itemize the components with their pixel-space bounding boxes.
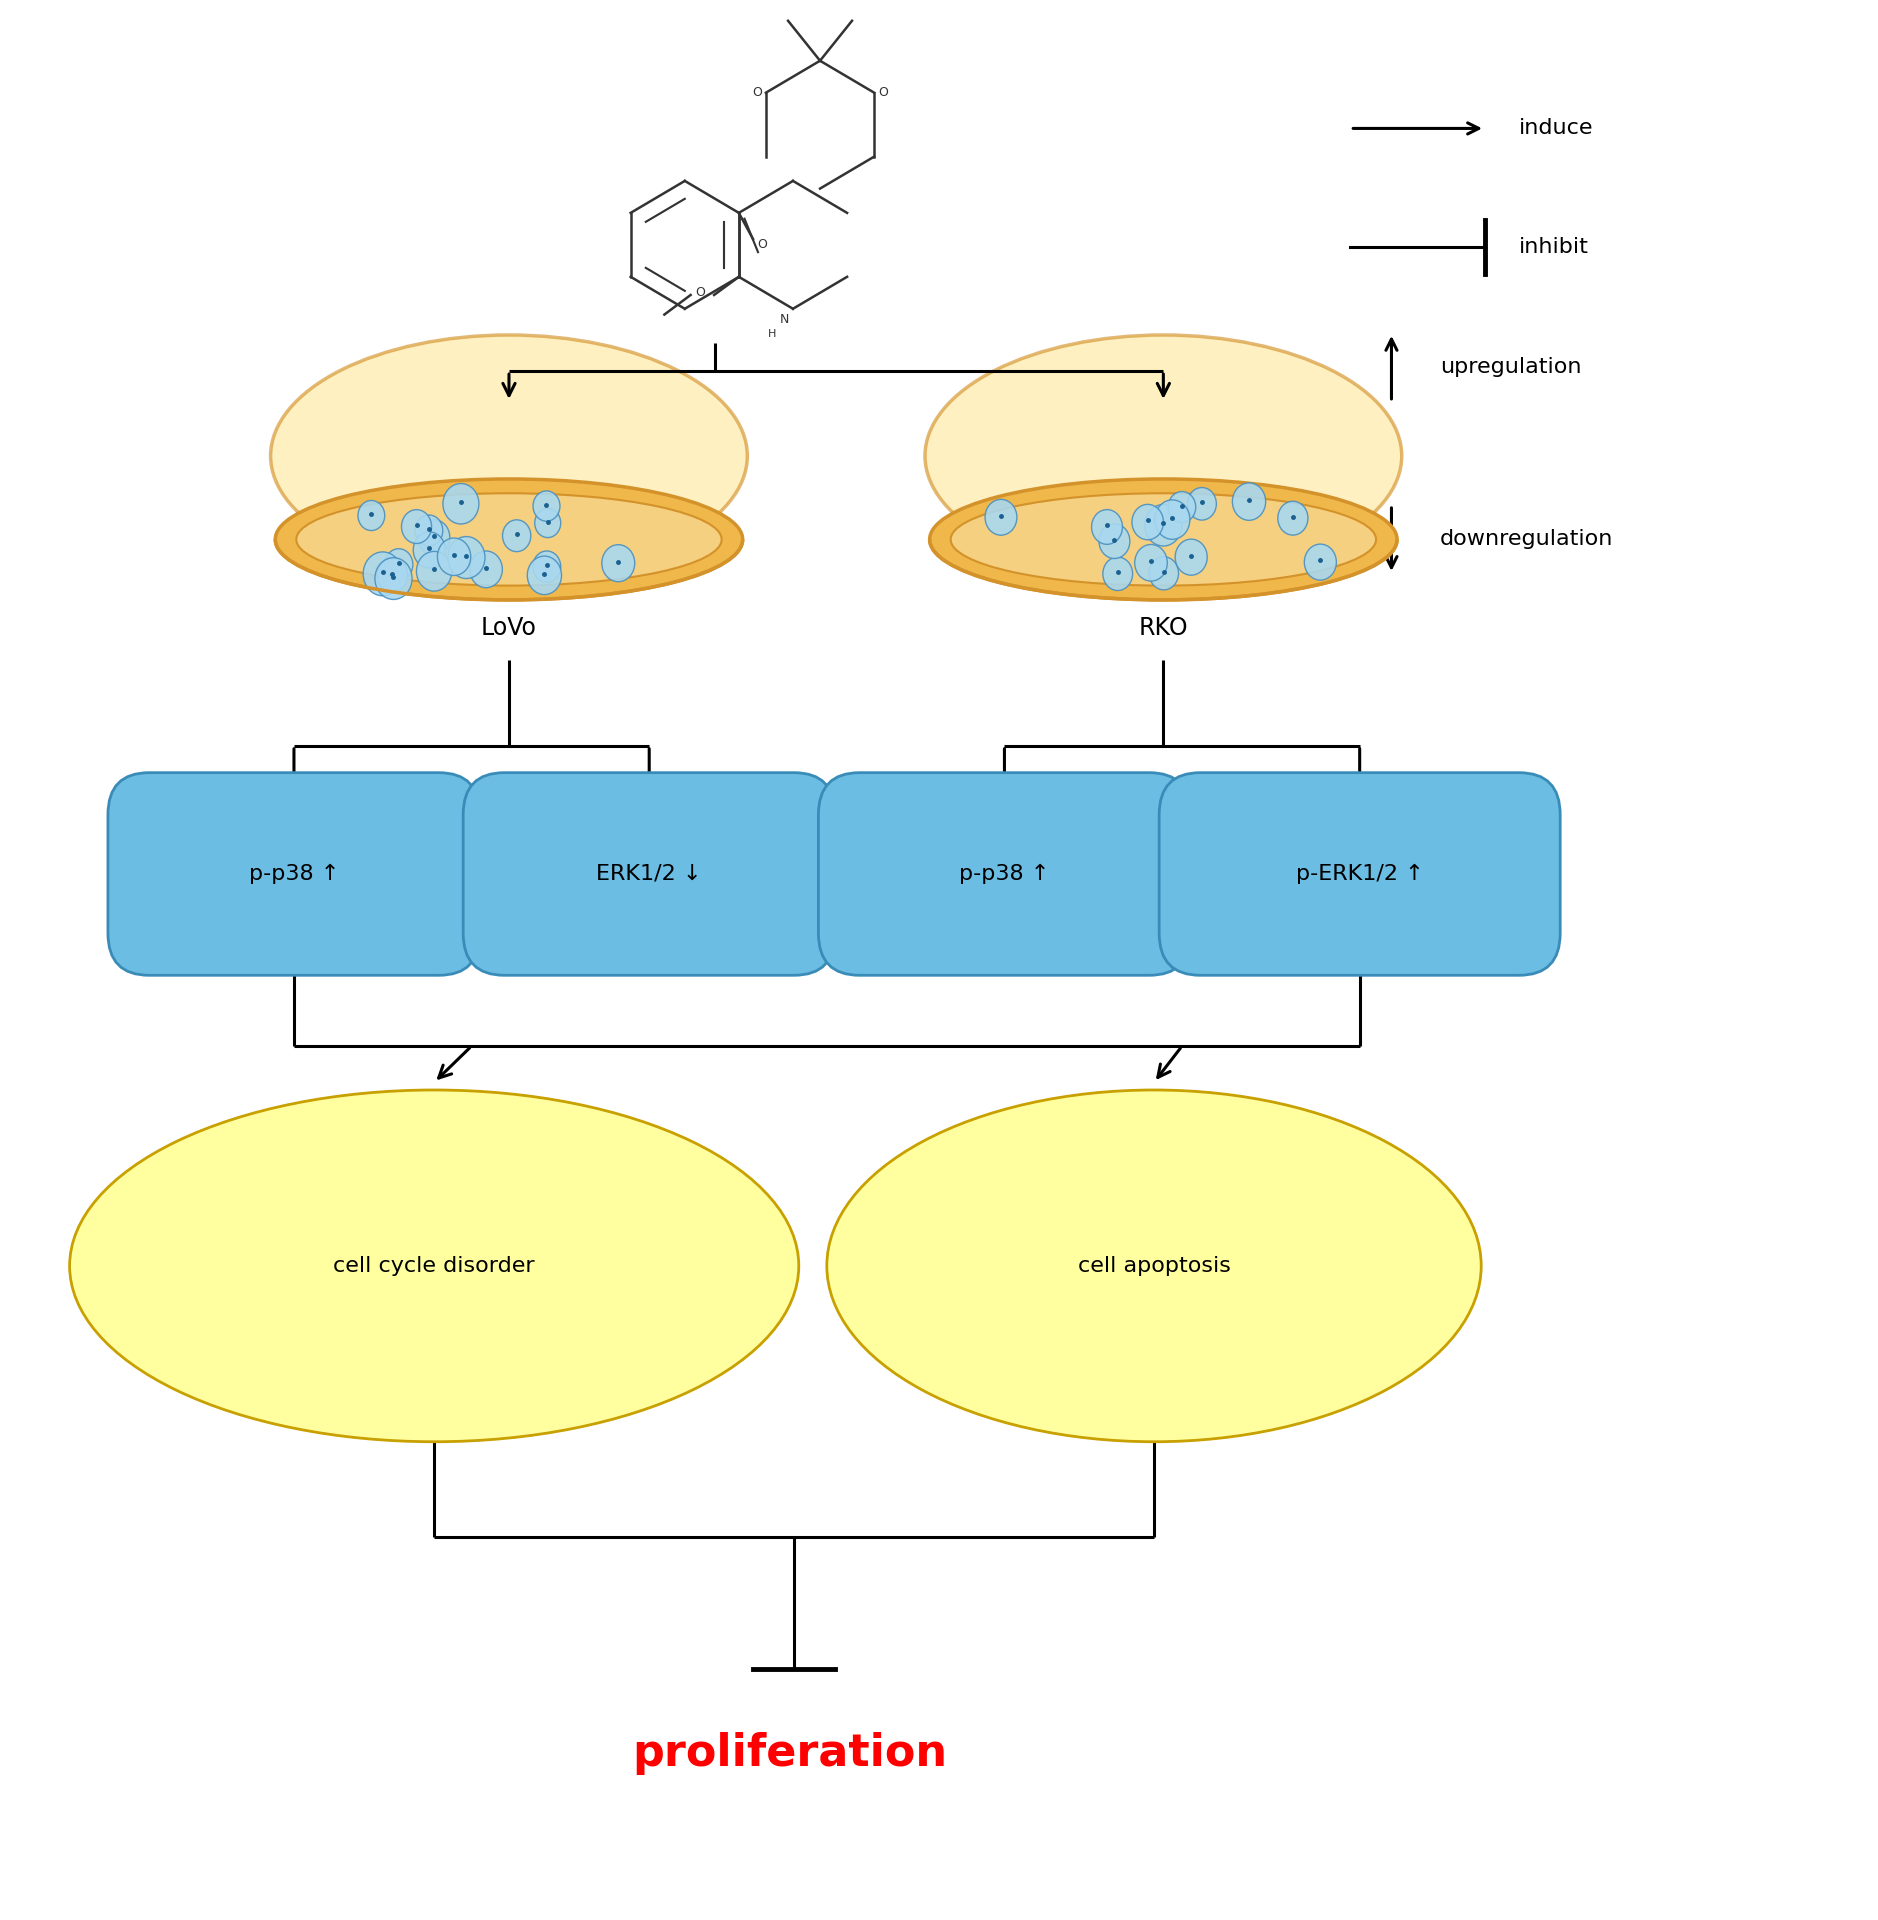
Ellipse shape: [376, 557, 411, 599]
Text: O: O: [757, 238, 768, 252]
FancyBboxPatch shape: [1159, 772, 1561, 975]
Ellipse shape: [533, 492, 560, 520]
Text: p-p38 ↑: p-p38 ↑: [248, 864, 340, 883]
Ellipse shape: [443, 484, 479, 524]
FancyBboxPatch shape: [464, 772, 836, 975]
Ellipse shape: [447, 536, 485, 578]
Ellipse shape: [438, 538, 471, 576]
Ellipse shape: [1277, 501, 1307, 536]
Text: p-p38 ↑: p-p38 ↑: [960, 864, 1050, 883]
Ellipse shape: [1146, 505, 1181, 545]
Ellipse shape: [470, 551, 501, 588]
Text: O: O: [695, 286, 704, 300]
Ellipse shape: [69, 1091, 798, 1442]
Ellipse shape: [413, 532, 445, 568]
Ellipse shape: [297, 493, 721, 586]
Ellipse shape: [528, 557, 562, 595]
Ellipse shape: [417, 551, 453, 591]
Ellipse shape: [1168, 492, 1196, 522]
Ellipse shape: [1099, 524, 1131, 559]
Text: downregulation: downregulation: [1440, 530, 1613, 549]
Ellipse shape: [1132, 505, 1164, 540]
FancyBboxPatch shape: [819, 772, 1191, 975]
Ellipse shape: [1134, 545, 1168, 582]
Ellipse shape: [415, 515, 443, 545]
Ellipse shape: [986, 499, 1016, 536]
Ellipse shape: [1305, 543, 1337, 580]
Ellipse shape: [503, 520, 531, 551]
Ellipse shape: [419, 520, 451, 555]
Text: O: O: [753, 86, 762, 100]
Ellipse shape: [1187, 488, 1217, 520]
Text: upregulation: upregulation: [1440, 357, 1581, 378]
Text: cell cycle disorder: cell cycle disorder: [334, 1256, 535, 1277]
Ellipse shape: [270, 334, 747, 576]
Ellipse shape: [1176, 540, 1208, 576]
Text: RKO: RKO: [1138, 616, 1189, 641]
Ellipse shape: [1149, 557, 1179, 589]
Ellipse shape: [377, 559, 408, 593]
Text: H: H: [768, 328, 776, 340]
Text: N: N: [779, 313, 789, 326]
Text: cell apoptosis: cell apoptosis: [1078, 1256, 1230, 1277]
Ellipse shape: [385, 549, 413, 580]
Ellipse shape: [930, 478, 1397, 599]
Ellipse shape: [950, 493, 1377, 586]
Ellipse shape: [826, 1091, 1482, 1442]
Text: O: O: [877, 86, 888, 100]
Ellipse shape: [359, 501, 385, 530]
Ellipse shape: [535, 509, 562, 538]
Ellipse shape: [1102, 557, 1132, 591]
Ellipse shape: [362, 551, 402, 595]
Ellipse shape: [1155, 499, 1191, 540]
Text: ERK1/2 ↓: ERK1/2 ↓: [597, 864, 702, 883]
FancyBboxPatch shape: [107, 772, 481, 975]
Ellipse shape: [1232, 484, 1266, 520]
Ellipse shape: [926, 334, 1401, 576]
Ellipse shape: [402, 509, 432, 543]
Text: induce: induce: [1519, 119, 1593, 138]
Ellipse shape: [276, 478, 742, 599]
Text: p-ERK1/2 ↑: p-ERK1/2 ↑: [1296, 864, 1424, 883]
Text: LoVo: LoVo: [481, 616, 537, 641]
Text: inhibit: inhibit: [1519, 236, 1589, 257]
Ellipse shape: [1091, 509, 1123, 545]
Ellipse shape: [533, 551, 562, 582]
Text: proliferation: proliferation: [631, 1732, 947, 1774]
Ellipse shape: [601, 545, 635, 582]
